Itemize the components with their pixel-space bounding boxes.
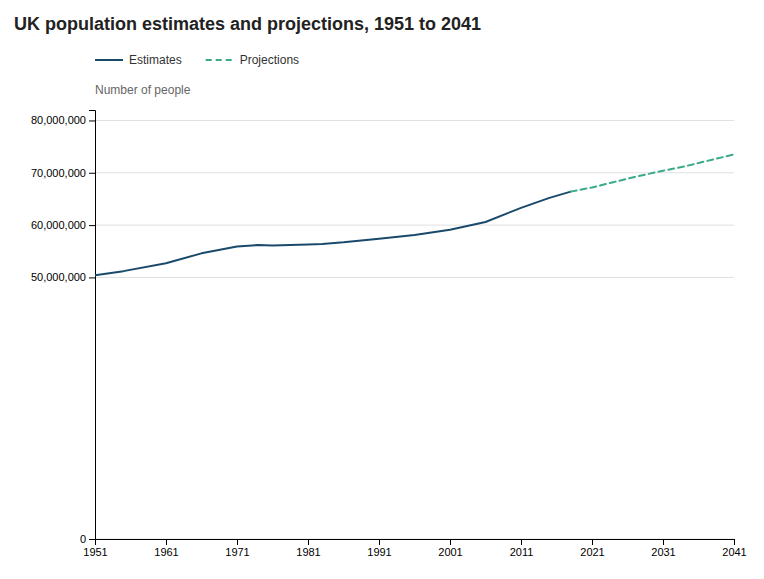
y-axis: 0 50,000,000 60,000,000 70,000,000 80,000,00… [31, 111, 96, 546]
tick-label: 1981 [296, 546, 320, 558]
plot-area: 1951 1961 1971 1981 1991 2001 2011 2021 2031 2041… [31, 111, 747, 558]
tick-mark [89, 539, 95, 540]
grid-line [95, 172, 734, 173]
grid-line [95, 120, 734, 121]
tick-label: 60,000,000 [31, 219, 86, 231]
title: UK population estimates and projections,… [14, 14, 481, 34]
tick-label: 80,000,000 [31, 114, 86, 126]
axis-line [89, 111, 96, 540]
chart: UK population estimates and projections,… [0, 0, 764, 579]
axis-line [96, 540, 735, 546]
legend-item: Estimates [95, 53, 182, 67]
tick-mark [89, 225, 95, 226]
tick: 2041 [722, 539, 746, 558]
tick-mark [734, 539, 735, 545]
tick: 0 [80, 533, 95, 545]
tick-label: 2001 [438, 546, 462, 558]
grid-line [95, 225, 734, 226]
tick: 2021 [580, 539, 604, 558]
axis-label: Number of people [95, 83, 191, 97]
tick-mark [89, 277, 95, 278]
tick: 2031 [651, 539, 675, 558]
line [571, 154, 734, 191]
tick-mark [521, 539, 522, 545]
tick-label: 70,000,000 [31, 167, 86, 179]
tick-mark [379, 539, 380, 545]
legend-swatch [206, 59, 234, 61]
tick: 50,000,000 [31, 271, 95, 283]
tick: 2001 [438, 539, 462, 558]
tick-label: 1951 [83, 546, 107, 558]
x-axis: 1951 1961 1971 1981 1991 2001 2011 2021 2031 2041 [83, 539, 746, 558]
tick-mark [450, 539, 451, 545]
tick: 60,000,000 [31, 219, 95, 231]
grid-line [95, 277, 734, 278]
series-group [95, 154, 734, 275]
tick-label: 2021 [580, 546, 604, 558]
tick-label: 2031 [651, 546, 675, 558]
tick-label: 1961 [154, 546, 178, 558]
tick-mark [89, 173, 95, 174]
tick: 1951 [83, 539, 107, 558]
tick-mark [592, 539, 593, 545]
tick: 1971 [225, 539, 249, 558]
tick: 1981 [296, 539, 320, 558]
grid [95, 120, 734, 539]
tick-label: 2041 [722, 546, 746, 558]
tick-label: 50,000,000 [31, 271, 86, 283]
tick-label: 1991 [367, 546, 391, 558]
tick: 2011 [510, 539, 534, 558]
legend-label: Projections [240, 53, 299, 67]
legend-label: Estimates [129, 53, 182, 67]
tick-mark [237, 539, 238, 545]
tick-mark [166, 539, 167, 545]
tick: 1991 [367, 539, 391, 558]
tick-label: 2011 [510, 546, 534, 558]
tick-label: 0 [80, 533, 86, 545]
line [95, 192, 571, 276]
tick-mark [308, 539, 309, 545]
tick: 80,000,000 [31, 114, 95, 126]
tick: 70,000,000 [31, 167, 95, 179]
legend-swatch [95, 59, 123, 61]
legend: Estimates Projections [95, 53, 299, 67]
tick-mark [89, 120, 95, 121]
tick: 1961 [154, 539, 178, 558]
legend-item: Projections [206, 53, 299, 67]
tick-mark [663, 539, 664, 545]
tick-label: 1971 [225, 546, 249, 558]
